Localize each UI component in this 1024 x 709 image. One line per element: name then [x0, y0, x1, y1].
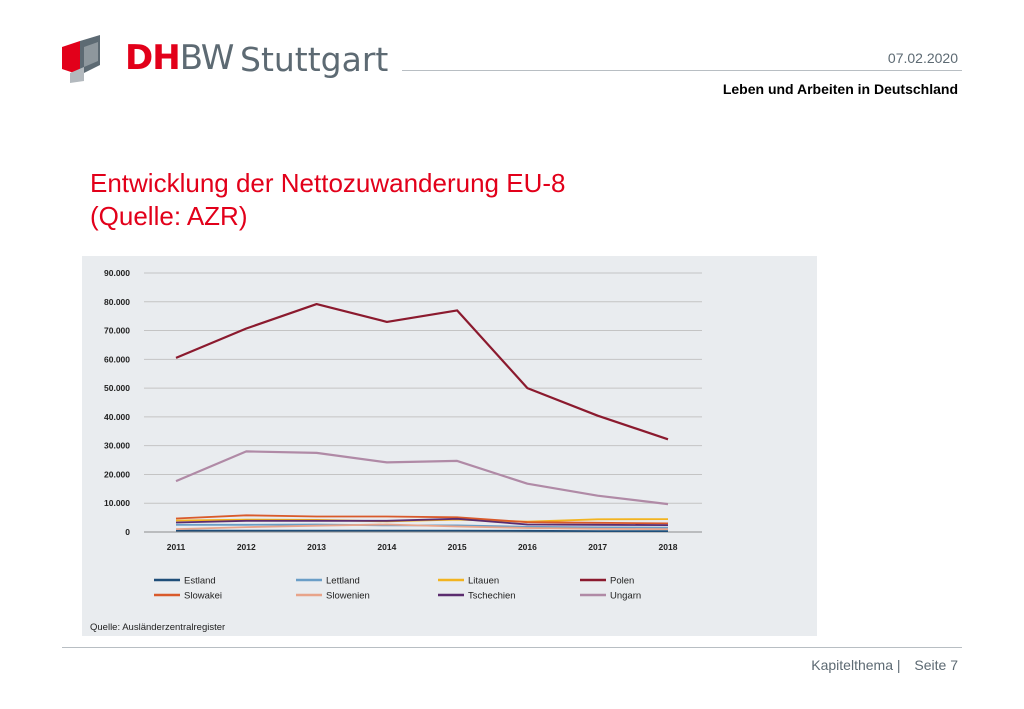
y-tick-label: 50.000	[104, 383, 130, 393]
logo-text-dh: DH	[125, 38, 181, 78]
slide-title: Entwicklung der Nettozuwanderung EU-8 (Q…	[90, 167, 565, 233]
series-line-tschechien	[175, 517, 669, 526]
slide-title-line1: Entwicklung der Nettozuwanderung EU-8	[90, 168, 566, 198]
legend-label: Slowakei	[184, 591, 222, 602]
series-line-slowakei	[175, 514, 669, 525]
legend-label: Slowenien	[326, 591, 370, 602]
x-tick-label: 2014	[377, 542, 396, 552]
legend-label: Tschechien	[468, 591, 516, 602]
legend-label: Estland	[184, 576, 216, 587]
legend-label: Ungarn	[610, 591, 641, 602]
x-tick-label: 2011	[167, 542, 186, 552]
y-tick-label: 40.000	[104, 412, 130, 422]
header-divider	[402, 70, 962, 71]
series-line-slowenien	[175, 523, 669, 530]
footer-page: Seite 7	[914, 657, 958, 673]
legend-label: Lettland	[326, 576, 360, 587]
x-tick-label: 2016	[518, 542, 537, 552]
y-tick-label: 20.000	[104, 469, 130, 479]
x-tick-label: 2013	[307, 542, 326, 552]
series-line-polen	[175, 302, 669, 441]
y-tick-label: 80.000	[104, 297, 130, 307]
logo-text-bw: BW	[179, 38, 235, 78]
y-tick-label: 70.000	[104, 326, 130, 336]
series-line-estland	[176, 529, 668, 533]
dhbw-logo-mark	[62, 35, 100, 83]
chart-source-note: Quelle: Ausländerzentralregister	[90, 622, 225, 633]
slide-date: 07.02.2020	[887, 50, 958, 66]
y-tick-label: 10.000	[104, 498, 130, 508]
slide-title-line2: (Quelle: AZR)	[90, 201, 248, 231]
y-tick-label: 60.000	[104, 354, 130, 364]
series-line-ungarn	[175, 450, 669, 506]
line-chart: 0 10.000 20.000 30.000 40.000 50.000 60.000 70.…	[90, 268, 702, 633]
footer: Kapitelthema | Seite 7	[811, 657, 958, 673]
logo-city: Stuttgart	[240, 40, 389, 79]
footer-chapter: Kapitelthema |	[811, 657, 901, 673]
y-tick-label: 0	[125, 527, 130, 537]
chart-panel: 0 10.000 20.000 30.000 40.000 50.000 60.000 70.…	[82, 256, 817, 636]
x-tick-label: 2018	[659, 542, 678, 552]
y-tick-label: 30.000	[104, 441, 130, 451]
slide-subtitle: Leben und Arbeiten in Deutschland	[722, 81, 958, 97]
legend-label: Litauen	[468, 576, 499, 587]
logo-wordmark: DHBW	[125, 38, 235, 78]
legend-label: Polen	[610, 576, 634, 587]
x-tick-label: 2012	[237, 542, 256, 552]
y-tick-label: 90.000	[104, 268, 130, 278]
x-tick-label: 2015	[448, 542, 467, 552]
footer-divider	[62, 647, 962, 648]
x-tick-label: 2017	[588, 542, 607, 552]
